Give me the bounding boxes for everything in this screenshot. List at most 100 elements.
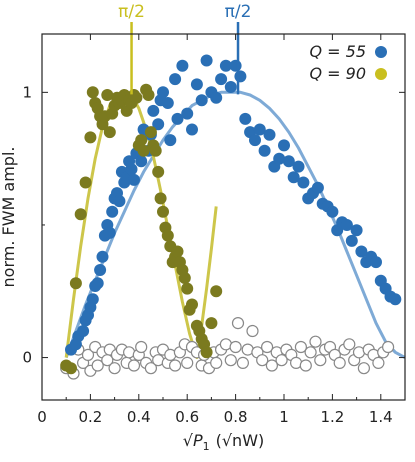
noise-point (236, 356, 249, 369)
fit-line (64, 90, 406, 359)
noise-point (333, 356, 346, 369)
data-point (86, 293, 99, 306)
noise-point (309, 335, 322, 348)
data-point (84, 131, 97, 144)
data-point (210, 285, 223, 298)
data-point (224, 81, 237, 93)
data-point (152, 118, 165, 131)
data-point (273, 152, 286, 165)
data-point (355, 245, 368, 258)
data-point (350, 224, 363, 237)
noise-point (275, 354, 288, 367)
noise-point (144, 362, 157, 375)
x-axis-label-sub: 1 (203, 440, 210, 453)
data-point (219, 59, 232, 72)
noise-point (382, 340, 395, 354)
data-point (389, 293, 402, 306)
noise-point (108, 362, 121, 375)
data-point (229, 59, 242, 72)
data-point (200, 54, 213, 67)
data-point (135, 155, 148, 168)
data-point (263, 128, 276, 141)
x-axis-label-text: √P1 (√nW) (183, 431, 265, 453)
data-point (178, 272, 191, 284)
x-tick-label: 1 (279, 408, 289, 426)
data-point (234, 70, 247, 83)
noise-point (261, 340, 274, 354)
data-point (130, 91, 143, 104)
noise-point (210, 356, 223, 369)
legend-entry-label: Q = 90 (309, 64, 366, 83)
noise-point (169, 359, 182, 372)
legend-entry-marker (375, 46, 387, 58)
noise-point (343, 338, 356, 351)
data-point (340, 219, 353, 231)
x-tick-label: 0.8 (224, 408, 248, 426)
noise-point (246, 324, 259, 338)
noise-point (372, 356, 385, 369)
data-point (258, 144, 271, 157)
data-point (103, 126, 116, 139)
data-point (149, 144, 162, 157)
data-point (210, 91, 223, 104)
data-point (161, 229, 174, 242)
x-tick-label: 0.6 (175, 408, 199, 426)
data-point (205, 317, 218, 330)
x-axis-label-root: P (193, 431, 203, 450)
noise-point (304, 346, 317, 359)
x-tick-label: 1.4 (369, 408, 393, 426)
legend-entry-marker (375, 68, 387, 80)
data-point (96, 250, 109, 263)
noise-point (224, 354, 237, 367)
data-point (249, 134, 261, 147)
y-axis-label: norm. FWM ampl. (0, 147, 18, 288)
data-point (169, 73, 182, 86)
data-point (128, 173, 140, 186)
noise-point (357, 362, 370, 375)
x-tick-label: 0 (37, 408, 47, 426)
y-tick-label: 0 (22, 349, 32, 367)
data-point (171, 245, 184, 258)
data-point (147, 104, 160, 117)
data-point (101, 89, 114, 101)
data-point (91, 277, 104, 290)
data-point (157, 205, 169, 218)
noise-point (314, 354, 327, 367)
x-tick-label: 1.2 (320, 408, 344, 426)
data-point (125, 163, 138, 176)
data-point (370, 256, 382, 269)
annotation-label: π/2 (118, 2, 145, 22)
data-point (154, 192, 167, 205)
noise-point (181, 356, 194, 369)
noise-point (229, 340, 242, 354)
data-point (69, 277, 82, 290)
data-point (287, 171, 300, 184)
axes-layer: 0 0.2 0.4 0.6 0.8 1 1.2 1.4 0 1 (22, 34, 406, 426)
x-axis-label-sqrt: √ (183, 431, 194, 450)
data-point (345, 234, 358, 247)
data-point (94, 264, 107, 276)
plot-frame (41, 33, 406, 401)
data-point (65, 362, 77, 375)
noise-point (91, 359, 104, 372)
data-point (161, 97, 174, 109)
noise-point (231, 317, 245, 330)
data-point (164, 134, 177, 147)
data-point (292, 160, 305, 173)
data-point (278, 139, 290, 152)
data-point (186, 123, 198, 136)
x-tick-label: 0.4 (127, 408, 151, 426)
data-point (326, 205, 339, 218)
data-point (215, 73, 228, 86)
data-point (186, 298, 198, 311)
annotation-layer: π/2 π/2 (118, 2, 251, 95)
data-point (74, 208, 87, 221)
legend: Q = 55 Q = 90 (309, 42, 387, 83)
data-point (144, 126, 157, 139)
data-point (137, 144, 150, 157)
noise-point (294, 340, 307, 354)
y-tick-label: 1 (22, 83, 32, 101)
data-point (106, 205, 119, 218)
